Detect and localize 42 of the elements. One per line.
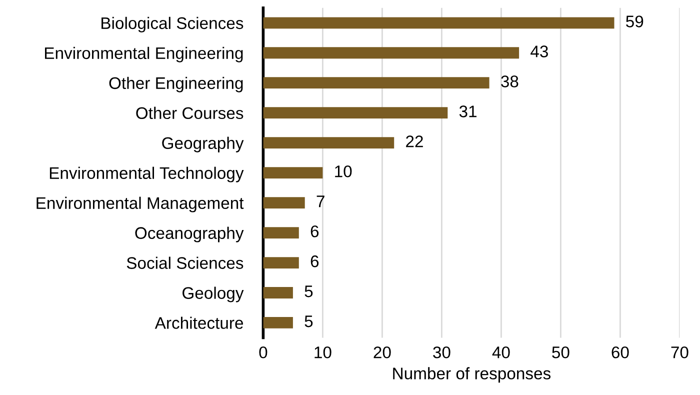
bar (263, 107, 448, 119)
bar (263, 317, 293, 328)
x-tick-label: 30 (433, 346, 450, 358)
data-label: 38 (501, 76, 518, 88)
y-tick-label: Biological Sciences (102, 16, 244, 32)
x-tick-label: 60 (612, 346, 629, 358)
data-label: 5 (304, 286, 313, 298)
bar (263, 227, 299, 238)
data-label: 6 (310, 255, 319, 268)
x-tick-label: 40 (492, 346, 510, 358)
y-tick-label: Environmental Management (36, 196, 244, 212)
x-axis-title: Number of responses (393, 367, 551, 383)
bar (263, 17, 614, 29)
bar (263, 287, 293, 298)
x-tick-label: 70 (671, 346, 688, 358)
bar (263, 167, 323, 179)
data-label: 5 (304, 316, 313, 328)
data-label: 7 (316, 196, 324, 208)
x-tick-label: 20 (374, 346, 391, 358)
bar (263, 197, 305, 208)
data-label: 22 (406, 136, 423, 148)
data-label: 31 (459, 106, 476, 118)
bar (263, 77, 490, 89)
data-label: 10 (335, 165, 352, 178)
y-tick-label: Architecture (154, 316, 244, 329)
y-tick-label: Geography (162, 136, 244, 152)
y-tick-label: Other Engineering (109, 76, 243, 92)
bar (263, 137, 394, 149)
y-tick-label: Social Sciences (126, 256, 244, 269)
y-tick-label: Environmental Engineering (45, 46, 243, 62)
y-tick-label: Other Courses (136, 106, 244, 120)
y-tick-label: Oceanography (135, 226, 244, 242)
data-label: 59 (626, 16, 644, 28)
x-tick-label: 10 (314, 346, 332, 358)
bar (263, 47, 520, 59)
x-tick-label: 50 (552, 346, 570, 358)
x-tick-label: 0 (259, 346, 268, 358)
bar (263, 257, 299, 268)
y-tick-label: Environmental Technology (50, 166, 244, 182)
data-label: 43 (530, 46, 548, 58)
data-label: 6 (310, 225, 319, 238)
y-tick-label: Geology (182, 286, 244, 302)
